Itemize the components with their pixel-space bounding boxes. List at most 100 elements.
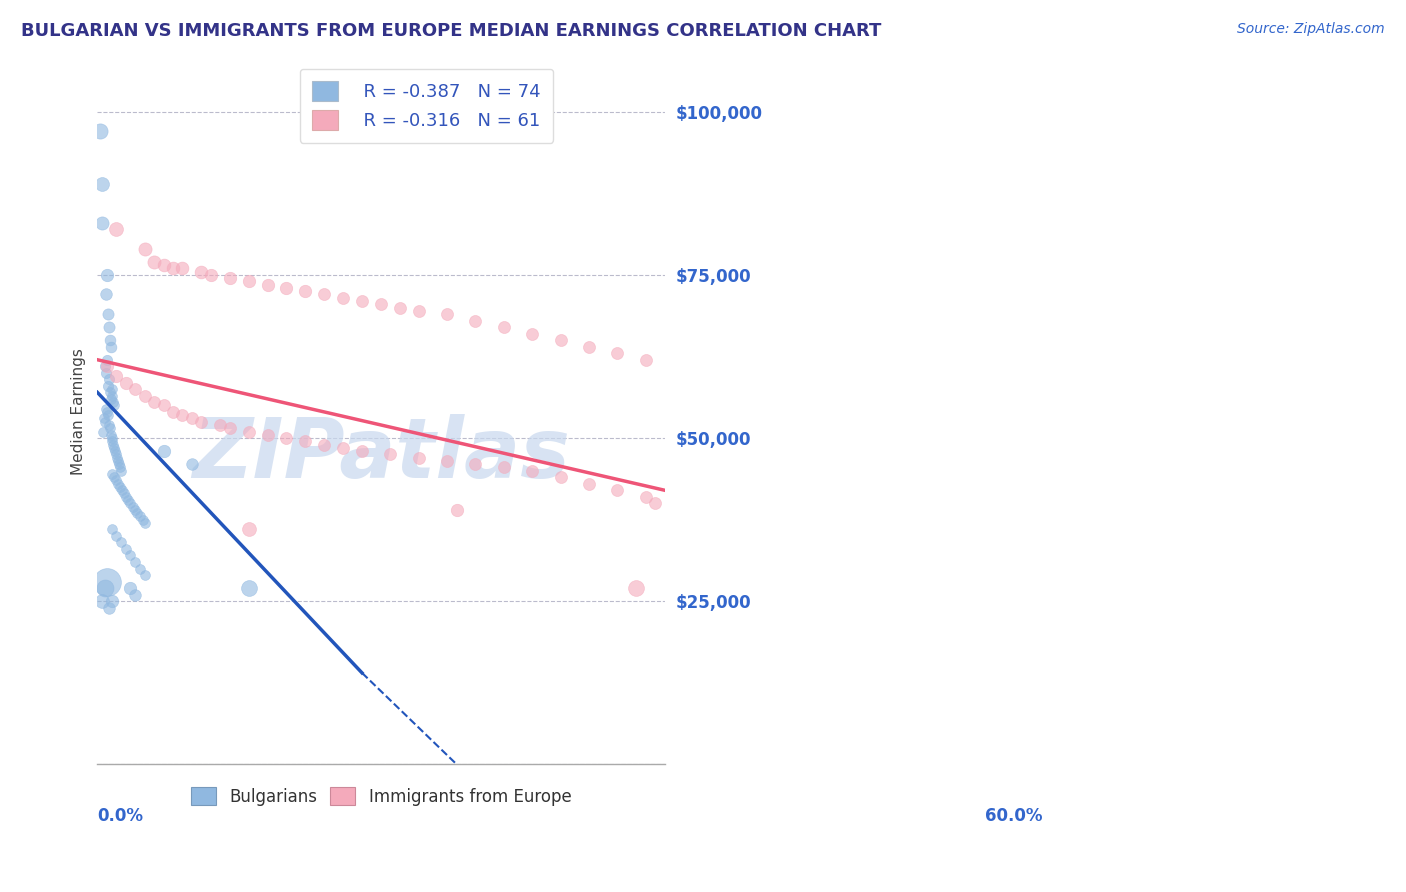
Point <box>550 470 572 484</box>
Point <box>100 382 122 396</box>
Point <box>108 460 131 475</box>
Point <box>380 447 402 461</box>
Point <box>122 500 145 514</box>
Point <box>97 379 120 393</box>
Point <box>100 431 122 445</box>
Point <box>644 496 666 510</box>
Point <box>370 297 392 311</box>
Point <box>91 177 114 191</box>
Point <box>436 307 458 321</box>
Point <box>97 372 120 386</box>
Point <box>352 444 374 458</box>
Point <box>105 447 128 461</box>
Point <box>276 431 298 445</box>
Point <box>152 258 174 272</box>
Point <box>124 555 146 569</box>
Point <box>256 427 278 442</box>
Point <box>96 405 118 419</box>
Point <box>97 408 120 422</box>
Point <box>105 529 128 543</box>
Point <box>101 389 124 403</box>
Point <box>103 398 125 412</box>
Text: 0.0%: 0.0% <box>97 806 143 824</box>
Point <box>94 581 117 595</box>
Point <box>492 460 515 475</box>
Point <box>238 425 260 439</box>
Point <box>172 408 194 422</box>
Point <box>96 268 118 282</box>
Point <box>464 313 486 327</box>
Point <box>143 395 166 409</box>
Point <box>332 441 354 455</box>
Point <box>152 398 174 412</box>
Point <box>110 464 132 478</box>
Point <box>101 434 124 449</box>
Point <box>104 444 127 458</box>
Point <box>105 222 128 236</box>
Point <box>120 549 142 563</box>
Point <box>108 480 131 494</box>
Point <box>107 476 129 491</box>
Point <box>314 287 336 301</box>
Text: ZIPatlas: ZIPatlas <box>193 414 569 495</box>
Point <box>388 301 411 315</box>
Legend: Bulgarians, Immigrants from Europe: Bulgarians, Immigrants from Europe <box>184 780 578 813</box>
Point <box>294 434 316 449</box>
Point <box>634 352 657 367</box>
Point <box>190 415 212 429</box>
Point <box>550 333 572 347</box>
Point <box>238 522 260 536</box>
Point <box>276 281 298 295</box>
Point <box>172 261 194 276</box>
Point <box>120 581 142 595</box>
Point <box>97 320 120 334</box>
Point <box>492 320 515 334</box>
Point <box>103 395 125 409</box>
Point <box>94 359 117 374</box>
Point <box>128 509 150 524</box>
Point <box>114 376 136 390</box>
Point <box>162 261 184 276</box>
Point <box>97 307 120 321</box>
Point <box>218 421 240 435</box>
Point <box>91 425 114 439</box>
Point <box>94 287 117 301</box>
Point <box>107 454 129 468</box>
Point <box>98 333 121 347</box>
Text: BULGARIAN VS IMMIGRANTS FROM EUROPE MEDIAN EARNINGS CORRELATION CHART: BULGARIAN VS IMMIGRANTS FROM EUROPE MEDI… <box>21 22 882 40</box>
Point <box>352 293 374 308</box>
Point <box>134 389 156 403</box>
Point <box>100 427 122 442</box>
Y-axis label: Median Earnings: Median Earnings <box>72 349 86 475</box>
Point <box>98 385 121 400</box>
Point <box>128 561 150 575</box>
Point <box>124 588 146 602</box>
Text: Source: ZipAtlas.com: Source: ZipAtlas.com <box>1237 22 1385 37</box>
Point <box>162 405 184 419</box>
Point <box>143 255 166 269</box>
Point <box>238 275 260 289</box>
Point <box>100 340 122 354</box>
Point <box>100 594 122 608</box>
Point <box>94 401 117 416</box>
Point <box>522 464 544 478</box>
Point <box>180 411 202 425</box>
Point <box>200 268 222 282</box>
Point <box>180 457 202 471</box>
Point <box>103 437 125 451</box>
Point <box>218 271 240 285</box>
Point <box>94 366 117 380</box>
Point <box>93 411 115 425</box>
Point <box>606 346 628 360</box>
Point <box>96 352 118 367</box>
Point <box>98 421 121 435</box>
Point <box>446 503 468 517</box>
Point <box>314 437 336 451</box>
Point <box>100 522 122 536</box>
Text: 60.0%: 60.0% <box>986 806 1043 824</box>
Point <box>134 516 156 530</box>
Point <box>294 284 316 298</box>
Point <box>112 486 135 500</box>
Point <box>105 474 128 488</box>
Point <box>332 291 354 305</box>
